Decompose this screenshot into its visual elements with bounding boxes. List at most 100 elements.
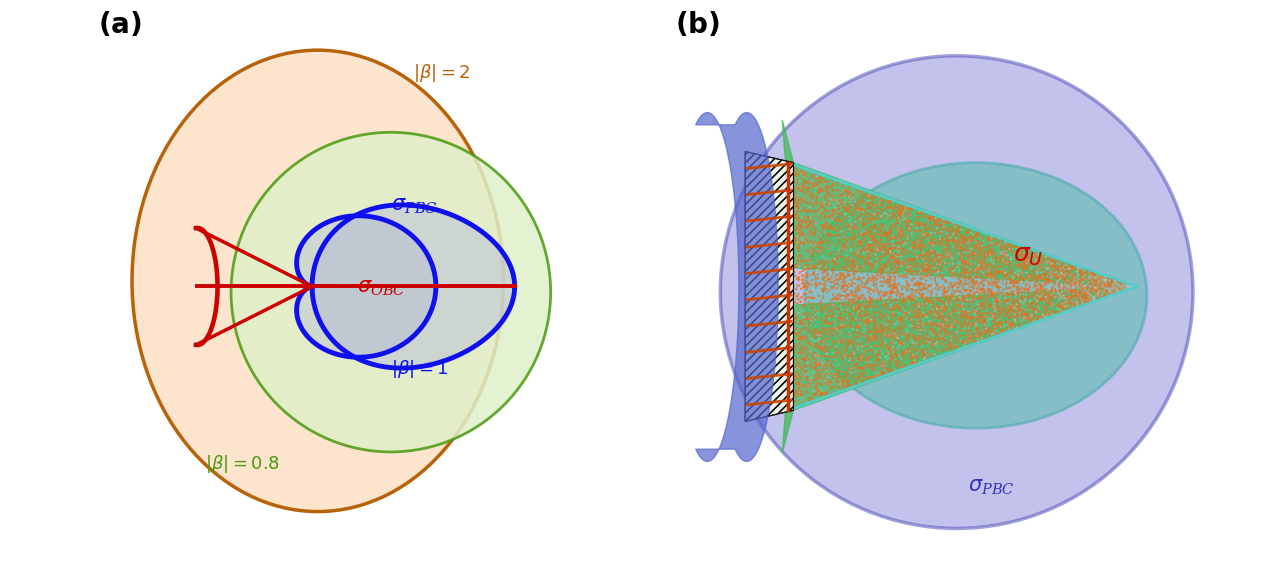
Point [797,327,818,336]
Point [858,210,878,220]
Point [878,249,899,258]
Point [847,235,868,244]
Point [974,325,995,335]
Point [863,275,883,284]
Point [864,316,884,325]
Point [854,318,874,327]
Point [842,225,863,234]
Point [915,354,936,363]
Point [787,260,808,269]
Point [936,249,956,259]
Point [888,235,909,244]
Point [1011,289,1032,299]
Point [1079,282,1100,291]
Point [961,314,982,323]
Point [842,259,863,268]
Point [812,209,832,219]
Point [831,350,851,359]
Point [815,183,836,192]
Point [874,273,895,283]
Point [945,220,965,229]
Point [804,305,824,315]
Point [819,255,840,264]
Point [1116,284,1137,293]
Point [1010,273,1030,283]
Point [913,255,933,264]
Point [1057,261,1078,271]
Point [899,244,919,253]
Point [854,243,874,252]
Point [983,317,1004,327]
Point [1006,240,1027,249]
Point [865,273,886,283]
Point [960,285,980,295]
Point [809,205,829,214]
Point [936,324,956,333]
Point [1082,285,1102,295]
Point [927,304,947,313]
Point [786,213,806,222]
Point [804,316,824,325]
Point [1119,281,1139,291]
Point [1012,275,1033,284]
Point [877,340,897,349]
Point [960,290,980,299]
Point [794,280,814,289]
Point [827,328,847,337]
Point [865,308,886,317]
Point [780,269,800,279]
Point [854,243,874,252]
Point [838,181,859,190]
Point [1055,294,1075,303]
Point [1076,274,1097,283]
Point [847,294,868,303]
Point [957,291,978,300]
Point [890,269,910,279]
Point [952,296,973,305]
Point [1047,289,1068,298]
Point [904,281,924,290]
Point [867,328,887,337]
Point [940,282,960,291]
Point [817,361,837,370]
Point [986,327,1006,336]
Point [890,209,910,218]
Point [1025,275,1046,284]
Point [817,212,837,221]
Point [1093,281,1114,291]
Point [955,236,975,245]
Point [869,347,890,356]
Point [919,296,940,305]
Point [1116,285,1137,294]
Point [899,346,919,355]
Point [969,233,989,243]
Point [854,328,874,337]
Point [884,347,905,356]
Point [1032,282,1052,291]
Point [969,244,989,253]
Point [884,249,905,259]
Point [961,249,982,259]
Point [896,265,916,274]
Point [924,225,945,235]
Point [910,340,931,349]
Point [1001,276,1021,285]
Point [995,258,1015,267]
Point [1034,288,1055,297]
Point [870,231,891,240]
Point [886,268,906,277]
Point [1001,240,1021,249]
Point [797,208,818,217]
Point [781,161,801,170]
Point [908,213,928,223]
Point [851,311,872,320]
Point [1032,284,1052,293]
Point [795,264,815,273]
Point [883,252,904,261]
Point [938,320,959,329]
Point [842,299,863,308]
Point [938,341,959,350]
Point [1059,265,1079,274]
Point [965,321,986,331]
Point [983,291,1004,300]
